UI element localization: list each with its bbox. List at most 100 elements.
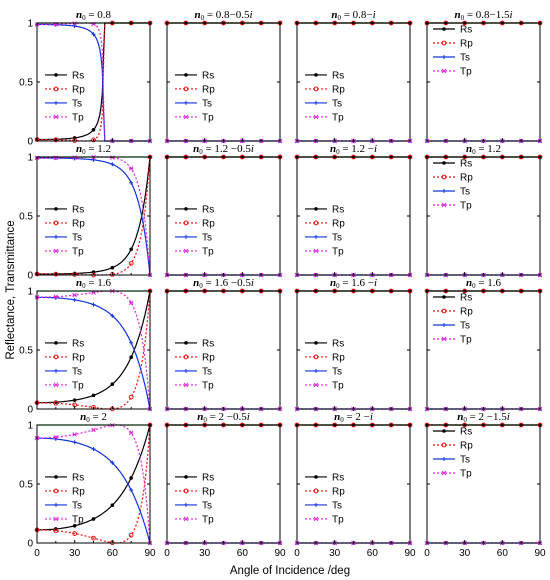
legend-label-rs: Rs [202, 70, 214, 81]
x-tick-label: 0 [164, 548, 170, 559]
series-ts-marker [129, 340, 134, 345]
panel-13: n0 = 2 0 0.5 1 0 30 60 90 Rs Rp Ts Tp [19, 411, 156, 559]
legend-label-rp: Rp [332, 486, 345, 497]
legend-label-ts: Ts [202, 232, 212, 243]
panel-6: n0 = 1.2 −0.5i Rs Rp Ts Tp [164, 143, 283, 278]
legend-label-rs: Rs [332, 472, 344, 483]
series-rp-marker [91, 137, 96, 143]
panel-10: n0 = 1.6 −0.5i Rs Rp Ts Tp [164, 277, 283, 412]
legend-label-rs: Rs [332, 204, 344, 215]
series-rp-line [37, 290, 151, 410]
legend-label-tp: Tp [332, 514, 344, 525]
legend: Rs Rp Ts Tp [305, 70, 345, 123]
legend-label-rs: Rs [460, 293, 472, 304]
series-rs-marker [110, 265, 115, 270]
legend-label-rp: Rp [202, 218, 215, 229]
legend-label-ts: Ts [202, 366, 212, 377]
y-tick-label: 0 [27, 271, 33, 282]
series-ts-marker [110, 162, 115, 167]
legend-label-rp: Rp [460, 39, 473, 50]
series-ts-marker [110, 313, 115, 318]
series-ts-marker [91, 447, 96, 452]
legend: Rs Rp Ts Tp [45, 204, 85, 257]
series-rs-marker [129, 476, 133, 480]
x-tick-label: 30 [199, 548, 211, 559]
panels-grid: n0 = 0.8 0 0.5 1 Rs Rp Ts Tp n0 = 0.8−0.5i Rs Rp Ts… [19, 9, 546, 559]
panel-title: n0 = 1.2 [76, 143, 111, 156]
legend-label-rs: Rs [460, 427, 472, 438]
legend-label-tp: Tp [460, 335, 472, 346]
legend-label-rp: Rp [332, 218, 345, 229]
legend: Rs Rp Ts Tp [305, 204, 345, 257]
x-tick-label: 90 [144, 548, 156, 559]
series-rs-marker [110, 503, 115, 508]
series-ts-marker [72, 24, 77, 29]
legend-label-rp: Rp [332, 352, 345, 363]
series-rs-marker [129, 355, 133, 359]
legend-label-rs: Rs [332, 70, 344, 81]
x-tick-label: 90 [404, 548, 416, 559]
panel-title: n0 = 2 −1.5i [457, 411, 510, 424]
legend-label-rs: Rs [72, 472, 84, 483]
plot-frame [166, 290, 281, 410]
panel-9: n0 = 1.6 0 0.5 1 Rs Rp Ts Tp [19, 277, 153, 416]
legend: Rs Rp Ts Tp [305, 338, 345, 391]
plot-frame [166, 424, 281, 544]
legend-label-ts: Ts [460, 455, 470, 466]
legend: Rs Rp Ts Tp [45, 472, 85, 525]
y-tick-label: 0.5 [19, 78, 33, 89]
legend-label-ts: Ts [202, 500, 212, 511]
legend-label-ts: Ts [332, 98, 342, 109]
y-tick-label: 0.5 [19, 480, 33, 491]
panel-8: n0 = 1.2 Rs Rp Ts Tp [424, 143, 543, 278]
legend-label-rp: Rp [72, 218, 85, 229]
panel-12: n0 = 1.6 Rs Rp Ts Tp [424, 277, 543, 412]
series-tp-line [37, 290, 151, 410]
legend-label-rp: Rp [460, 441, 473, 452]
series-rp-marker [53, 271, 59, 277]
plot-frame [296, 156, 411, 276]
legend-label-rp: Rp [460, 307, 473, 318]
series-ts-marker [72, 297, 77, 302]
legend-label-tp: Tp [72, 112, 84, 123]
x-tick-label: 0 [294, 548, 300, 559]
legend-label-rs: Rs [332, 338, 344, 349]
legend-label-tp: Tp [72, 514, 84, 525]
legend: Rs Rp Ts Tp [175, 472, 215, 525]
legend: Rs Rp Ts Tp [433, 159, 473, 212]
legend: Rs Rp Ts Tp [305, 472, 345, 525]
series-ts-marker [91, 302, 96, 307]
series-tp-marker [110, 155, 115, 160]
x-tick-label: 90 [274, 548, 286, 559]
legend: Rs Rp Ts Tp [433, 427, 473, 480]
legend-label-ts: Ts [72, 500, 82, 511]
legend-label-ts: Ts [460, 321, 470, 332]
panel-16: n0 = 2 −1.5i 0 30 60 90 Rs Rp Ts Tp [424, 411, 546, 559]
series-tp-marker [53, 294, 59, 300]
series-tp-marker [128, 300, 134, 306]
y-tick-label: 1 [27, 421, 33, 432]
x-tick-label: 60 [237, 548, 249, 559]
y-tick-label: 1 [27, 287, 33, 298]
x-tick-label: 30 [69, 548, 81, 559]
series-tp-marker [53, 434, 59, 440]
series-rs-marker [129, 247, 133, 252]
panel-title: n0 = 0.8−i [331, 9, 375, 22]
panel-4: n0 = 0.8−1.5i Rs Rp Ts Tp [424, 9, 543, 144]
series-rp-marker [128, 261, 134, 266]
legend-label-rp: Rp [332, 84, 345, 95]
series-rp-line [37, 424, 151, 544]
legend-label-rp: Rp [202, 84, 215, 95]
series-rp-marker [128, 532, 134, 538]
x-tick-label: 60 [107, 548, 119, 559]
x-tick-label: 60 [497, 548, 509, 559]
legend-label-rs: Rs [72, 338, 84, 349]
panel-title: n0 = 1.6 −i [330, 277, 377, 290]
legend-label-tp: Tp [72, 380, 84, 391]
series-ts-marker [129, 180, 134, 185]
panel-title: n0 = 2 −i [334, 411, 373, 424]
x-tick-label: 0 [424, 548, 430, 559]
series-ts-marker [72, 440, 77, 445]
plot-frame [166, 22, 281, 142]
panel-15: n0 = 2 −i 0 30 60 90 Rs Rp Ts Tp [294, 411, 416, 559]
